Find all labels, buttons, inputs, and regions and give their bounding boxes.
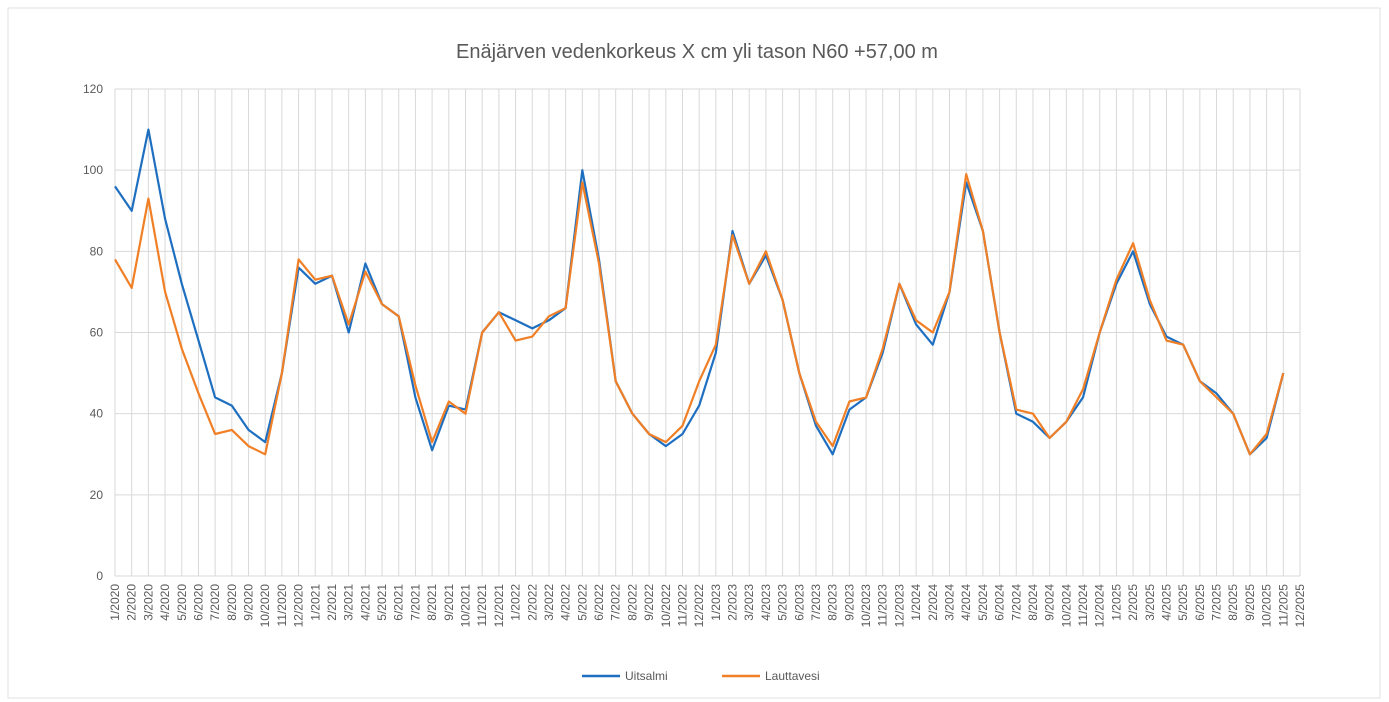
x-tick-label: 5/2023: [776, 584, 790, 621]
x-tick-label: 11/2024: [1076, 584, 1090, 627]
x-tick-label: 7/2024: [1009, 584, 1023, 621]
x-tick-label: 6/2024: [993, 584, 1007, 621]
x-tick-label: 9/2025: [1243, 584, 1257, 621]
legend-label: Uitsalmi: [625, 669, 668, 683]
chart-title: Enäjärven vedenkorkeus X cm yli tason N6…: [456, 41, 938, 63]
x-tick-label: 9/2022: [642, 584, 656, 621]
x-tick-label: 12/2024: [1093, 584, 1107, 628]
chart-frame: [7, 7, 1381, 699]
x-tick-label: 7/2023: [809, 584, 823, 621]
x-tick-label: 4/2023: [759, 584, 773, 621]
x-tick-label: 6/2023: [792, 584, 806, 621]
x-tick-label: 11/2023: [876, 584, 890, 627]
x-tick-label: 1/2023: [709, 584, 723, 621]
x-tick-label: 11/2022: [675, 584, 689, 627]
x-tick-label: 5/2021: [375, 584, 389, 621]
x-tick-label: 10/2022: [659, 584, 673, 628]
x-tick-label: 8/2021: [425, 584, 439, 621]
x-tick-label: 6/2022: [592, 584, 606, 621]
x-tick-label: 3/2024: [943, 584, 957, 621]
x-tick-label: 6/2025: [1193, 584, 1207, 621]
x-tick-label: 7/2021: [408, 584, 422, 621]
x-tick-label: 3/2020: [141, 584, 155, 621]
x-tick-label: 7/2020: [208, 584, 222, 621]
x-tick-label: 9/2024: [1043, 584, 1057, 621]
y-tick-label: 0: [96, 569, 103, 583]
x-tick-label: 8/2022: [625, 584, 639, 621]
x-tick-label: 10/2025: [1260, 584, 1274, 628]
x-tick-label: 3/2023: [742, 584, 756, 621]
x-tick-label: 12/2020: [292, 584, 306, 628]
x-tick-label: 8/2025: [1226, 584, 1240, 621]
x-tick-label: 5/2020: [175, 584, 189, 621]
x-tick-label: 1/2025: [1109, 584, 1123, 621]
legend-label: Lauttavesi: [765, 669, 820, 683]
x-tick-label: 10/2021: [458, 584, 472, 628]
x-tick-label: 8/2020: [225, 584, 239, 621]
x-tick-label: 10/2024: [1059, 584, 1073, 628]
x-tick-label: 3/2022: [542, 584, 556, 621]
x-tick-label: 11/2021: [475, 584, 489, 627]
x-tick-label: 11/2025: [1276, 584, 1290, 627]
x-tick-label: 1/2020: [108, 584, 122, 621]
x-tick-label: 4/2025: [1159, 584, 1173, 621]
x-tick-label: 7/2025: [1210, 584, 1224, 621]
x-tick-label: 6/2020: [191, 584, 205, 621]
y-tick-label: 120: [83, 82, 103, 96]
x-tick-label: 12/2025: [1293, 584, 1307, 628]
x-tick-label: 8/2024: [1026, 584, 1040, 621]
x-tick-label: 4/2024: [959, 584, 973, 621]
x-tick-label: 1/2022: [509, 584, 523, 621]
x-tick-label: 9/2023: [842, 584, 856, 621]
x-tick-label: 2/2024: [926, 584, 940, 621]
y-tick-label: 80: [90, 244, 104, 258]
x-tick-label: 1/2024: [909, 584, 923, 621]
x-tick-label: 6/2021: [392, 584, 406, 621]
y-tick-label: 40: [90, 407, 104, 421]
x-tick-label: 4/2021: [358, 584, 372, 621]
x-tick-label: 12/2021: [492, 584, 506, 628]
x-tick-label: 3/2021: [342, 584, 356, 621]
x-tick-label: 1/2021: [308, 584, 322, 621]
x-tick-label: 9/2020: [242, 584, 256, 621]
x-tick-label: 5/2025: [1176, 584, 1190, 621]
x-tick-label: 3/2025: [1143, 584, 1157, 621]
x-tick-label: 2/2020: [125, 584, 139, 621]
x-tick-label: 2/2023: [726, 584, 740, 621]
y-tick-label: 100: [83, 163, 103, 177]
x-tick-label: 7/2022: [609, 584, 623, 621]
series-line: [114, 128, 1285, 456]
y-tick-label: 20: [90, 488, 104, 502]
x-tick-label: 12/2022: [692, 584, 706, 628]
x-tick-label: 9/2021: [442, 584, 456, 621]
x-tick-label: 5/2024: [976, 584, 990, 621]
x-tick-label: 8/2023: [826, 584, 840, 621]
x-tick-label: 10/2020: [258, 584, 272, 628]
x-tick-label: 10/2023: [859, 584, 873, 628]
x-tick-label: 2/2022: [525, 584, 539, 621]
x-tick-label: 4/2020: [158, 584, 172, 621]
x-tick-label: 4/2022: [559, 584, 573, 621]
x-tick-label: 2/2025: [1126, 584, 1140, 621]
x-tick-label: 12/2023: [892, 584, 906, 628]
y-tick-label: 60: [90, 326, 104, 340]
x-tick-label: 11/2020: [275, 584, 289, 627]
x-tick-label: 2/2021: [325, 584, 339, 621]
series-line: [114, 173, 1285, 456]
x-tick-label: 5/2022: [575, 584, 589, 621]
